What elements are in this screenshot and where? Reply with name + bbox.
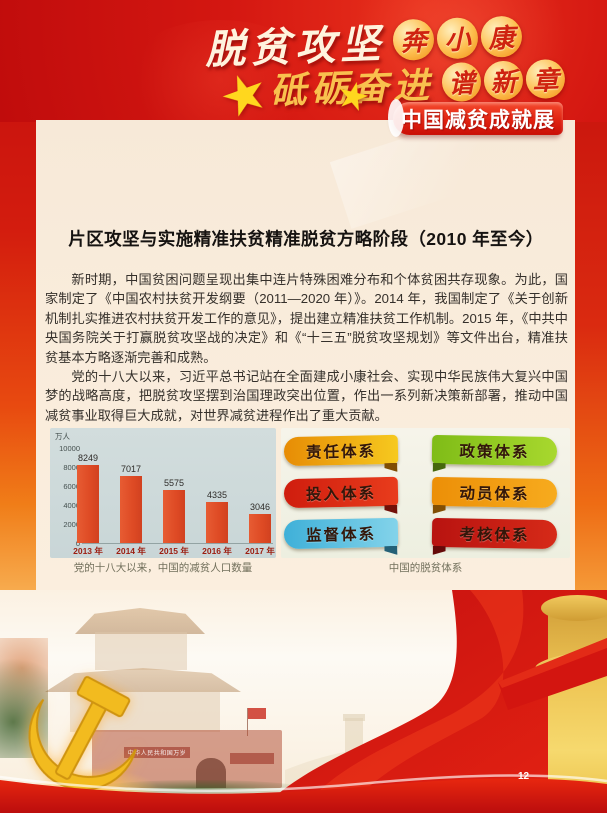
x-tick-label: 2016 年 — [202, 546, 232, 556]
diagram-caption: 中国的脱贫体系 — [388, 562, 463, 574]
system-ribbon: 投入体系 — [283, 476, 399, 507]
article-body: 新时期，中国贫困问题呈现出集中连片特殊困难分布和个体贫困共存现象。为此，国家制定… — [45, 270, 568, 425]
medallion: 小 — [436, 16, 479, 59]
tiananmen-tower-body — [95, 632, 187, 670]
party-emblem-hammer-sickle-icon — [28, 676, 137, 791]
medallion-char: 康 — [487, 22, 515, 54]
ribbon-fold — [433, 463, 446, 472]
exhibition-banner: 中国减贫成就展 — [388, 99, 563, 137]
system-ribbon: 考核体系 — [431, 517, 558, 549]
chart-bar — [120, 476, 142, 543]
bar-value-label: 5575 — [163, 478, 185, 489]
system-ribbon: 动员体系 — [431, 476, 558, 507]
system-ribbon-label: 监督体系 — [305, 525, 377, 545]
chart-bar — [163, 490, 185, 543]
chart-caption: 党的十八大以来，中国的减贫人口数量 — [73, 562, 253, 574]
red-flag — [248, 708, 266, 719]
flag-pole — [247, 708, 248, 736]
x-tick-label: 2014 年 — [116, 546, 146, 556]
system-ribbon-label: 责任体系 — [305, 442, 377, 462]
ribbon-fold — [384, 504, 397, 513]
y-tick-label: 0 — [75, 539, 80, 548]
ribbon-fold — [433, 546, 446, 555]
chart-bar — [206, 501, 228, 543]
paragraph: 党的十八大以来，习近平总书记站在全面建成小康社会、实现中华民族伟大复兴中国梦的战… — [45, 369, 568, 423]
page-number: 12 — [518, 771, 530, 782]
red-ribbon-fold — [498, 638, 607, 710]
x-tick-label: 2017 年 — [245, 546, 275, 556]
bar-value-label: 7017 — [120, 464, 142, 475]
content-panel: 片区攻坚与实施精准扶贫精准脱贫方略阶段（2010 年至今） 新时期，中国贫困问题… — [36, 91, 575, 606]
medallion: 新 — [483, 59, 524, 101]
bar-value-label: 3046 — [249, 502, 271, 513]
wall-slogan-plaque: 中华人民共和国万岁 — [124, 747, 190, 758]
medallion-char: 新 — [489, 66, 518, 97]
left-foliage — [0, 638, 48, 758]
system-ribbon-label: 动员体系 — [459, 484, 530, 503]
ribbon-fold — [433, 504, 446, 513]
chart-bar — [77, 464, 99, 543]
system-ribbon: 责任体系 — [283, 434, 399, 466]
bar-value-label: 4335 — [206, 489, 228, 500]
medallion: 谱 — [441, 61, 482, 102]
medallion-char: 奔 — [399, 25, 428, 57]
medallion: 奔 — [392, 18, 435, 61]
x-tick-label: 2015 年 — [159, 546, 189, 556]
y-tick-label: 2000 — [63, 520, 80, 529]
bar-value-label: 8249 — [77, 452, 99, 463]
system-diagram: 责任体系 政策体系投入体系 动员体系监督体系 考核体系 — [281, 428, 570, 558]
chart-bar — [249, 514, 271, 543]
ribbon-fold — [384, 463, 397, 472]
chart-x-axis-line — [82, 543, 273, 544]
poverty-bar-chart: 万人 0 2000 4000 6000 8000 10000 8249 2013 年 7017… — [50, 428, 276, 558]
section-title: 片区攻坚与实施精准扶贫精准脱贫方略阶段（2010 年至今） — [68, 229, 544, 249]
y-tick-label: 8000 — [63, 463, 80, 472]
paragraph: 新时期，中国贫困问题呈现出集中连片特殊困难分布和个体贫困共存现象。为此，国家制定… — [45, 272, 569, 365]
star-icon: ★ — [331, 72, 375, 122]
wall-slogan-text: 中华人民共和国万岁 — [127, 751, 187, 757]
bottom-montage: 中华人民共和国万岁 — [0, 590, 607, 813]
y-tick-label: 10000 — [59, 444, 80, 453]
x-tick-label: 2013 年 — [73, 546, 103, 556]
system-ribbon-label: 考核体系 — [459, 525, 530, 545]
medallion-char: 谱 — [448, 67, 476, 99]
system-ribbon: 监督体系 — [283, 517, 399, 549]
system-ribbon-label: 政策体系 — [459, 442, 530, 462]
wall-slogan-plaque — [230, 753, 274, 764]
system-ribbon-label: 投入体系 — [305, 484, 377, 503]
medallion: 康 — [480, 14, 523, 58]
medallion-char: 小 — [443, 23, 472, 55]
y-tick-label: 4000 — [63, 501, 80, 510]
system-ribbon: 政策体系 — [431, 434, 558, 466]
bottom-red-band — [0, 774, 607, 813]
chart-unit-label: 万人 — [55, 432, 70, 441]
ribbon-fold — [384, 546, 397, 555]
exhibition-banner-label: 中国减贫成就展 — [401, 108, 555, 132]
y-tick-label: 6000 — [63, 482, 80, 491]
